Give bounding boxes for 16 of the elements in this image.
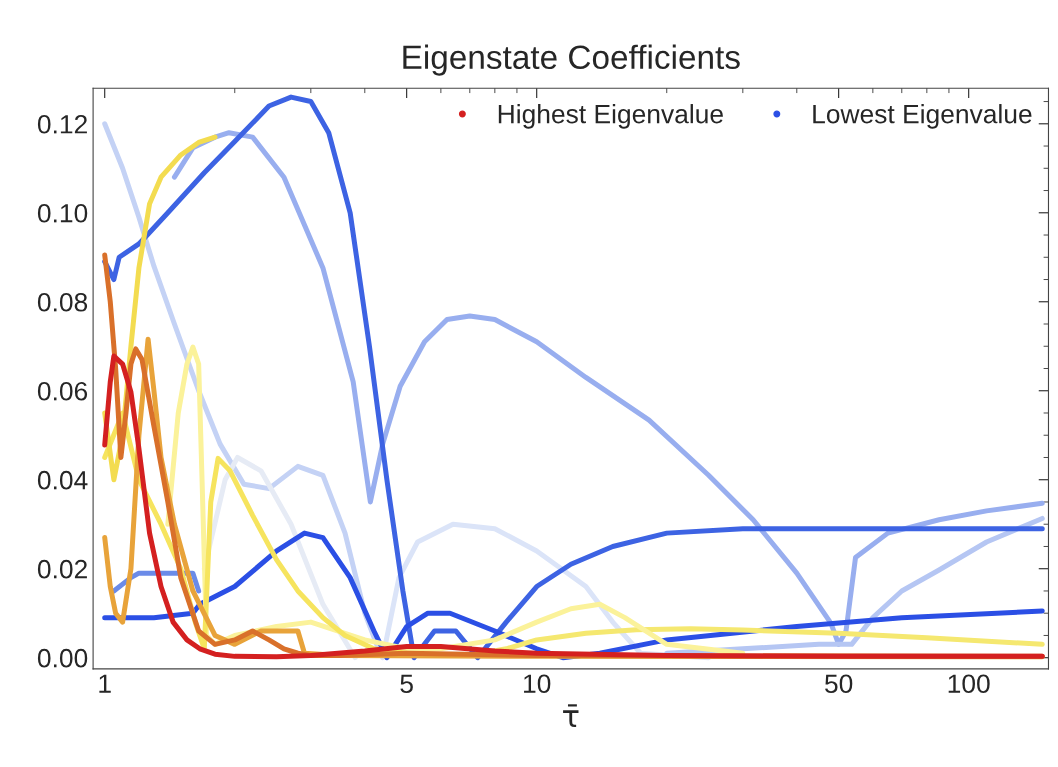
x-tick-label: 10 [524,674,551,694]
y-tick-label: 0.08 [37,292,88,312]
y-tick-label: 0.12 [37,114,87,134]
x-tick-label: 50 [825,674,853,694]
legend-label: Lowest Eigenvalue [813,104,1032,129]
y-tick-label: 0.06 [37,381,88,401]
chart-title: Eigenstate Coefficients [403,44,740,76]
x-axis-title: τ̄ [563,704,579,728]
x-tick-label: 1 [99,674,111,693]
x-tick-label: 5 [400,674,413,694]
x-tick-label: 100 [948,674,990,694]
y-tick-label: 0.04 [37,470,88,490]
y-tick-label: 0.00 [37,648,88,668]
y-tick-label: 0.10 [37,203,88,223]
legend-label: Highest Eigenvalue [498,104,723,129]
y-tick-label: 0.02 [37,559,87,579]
